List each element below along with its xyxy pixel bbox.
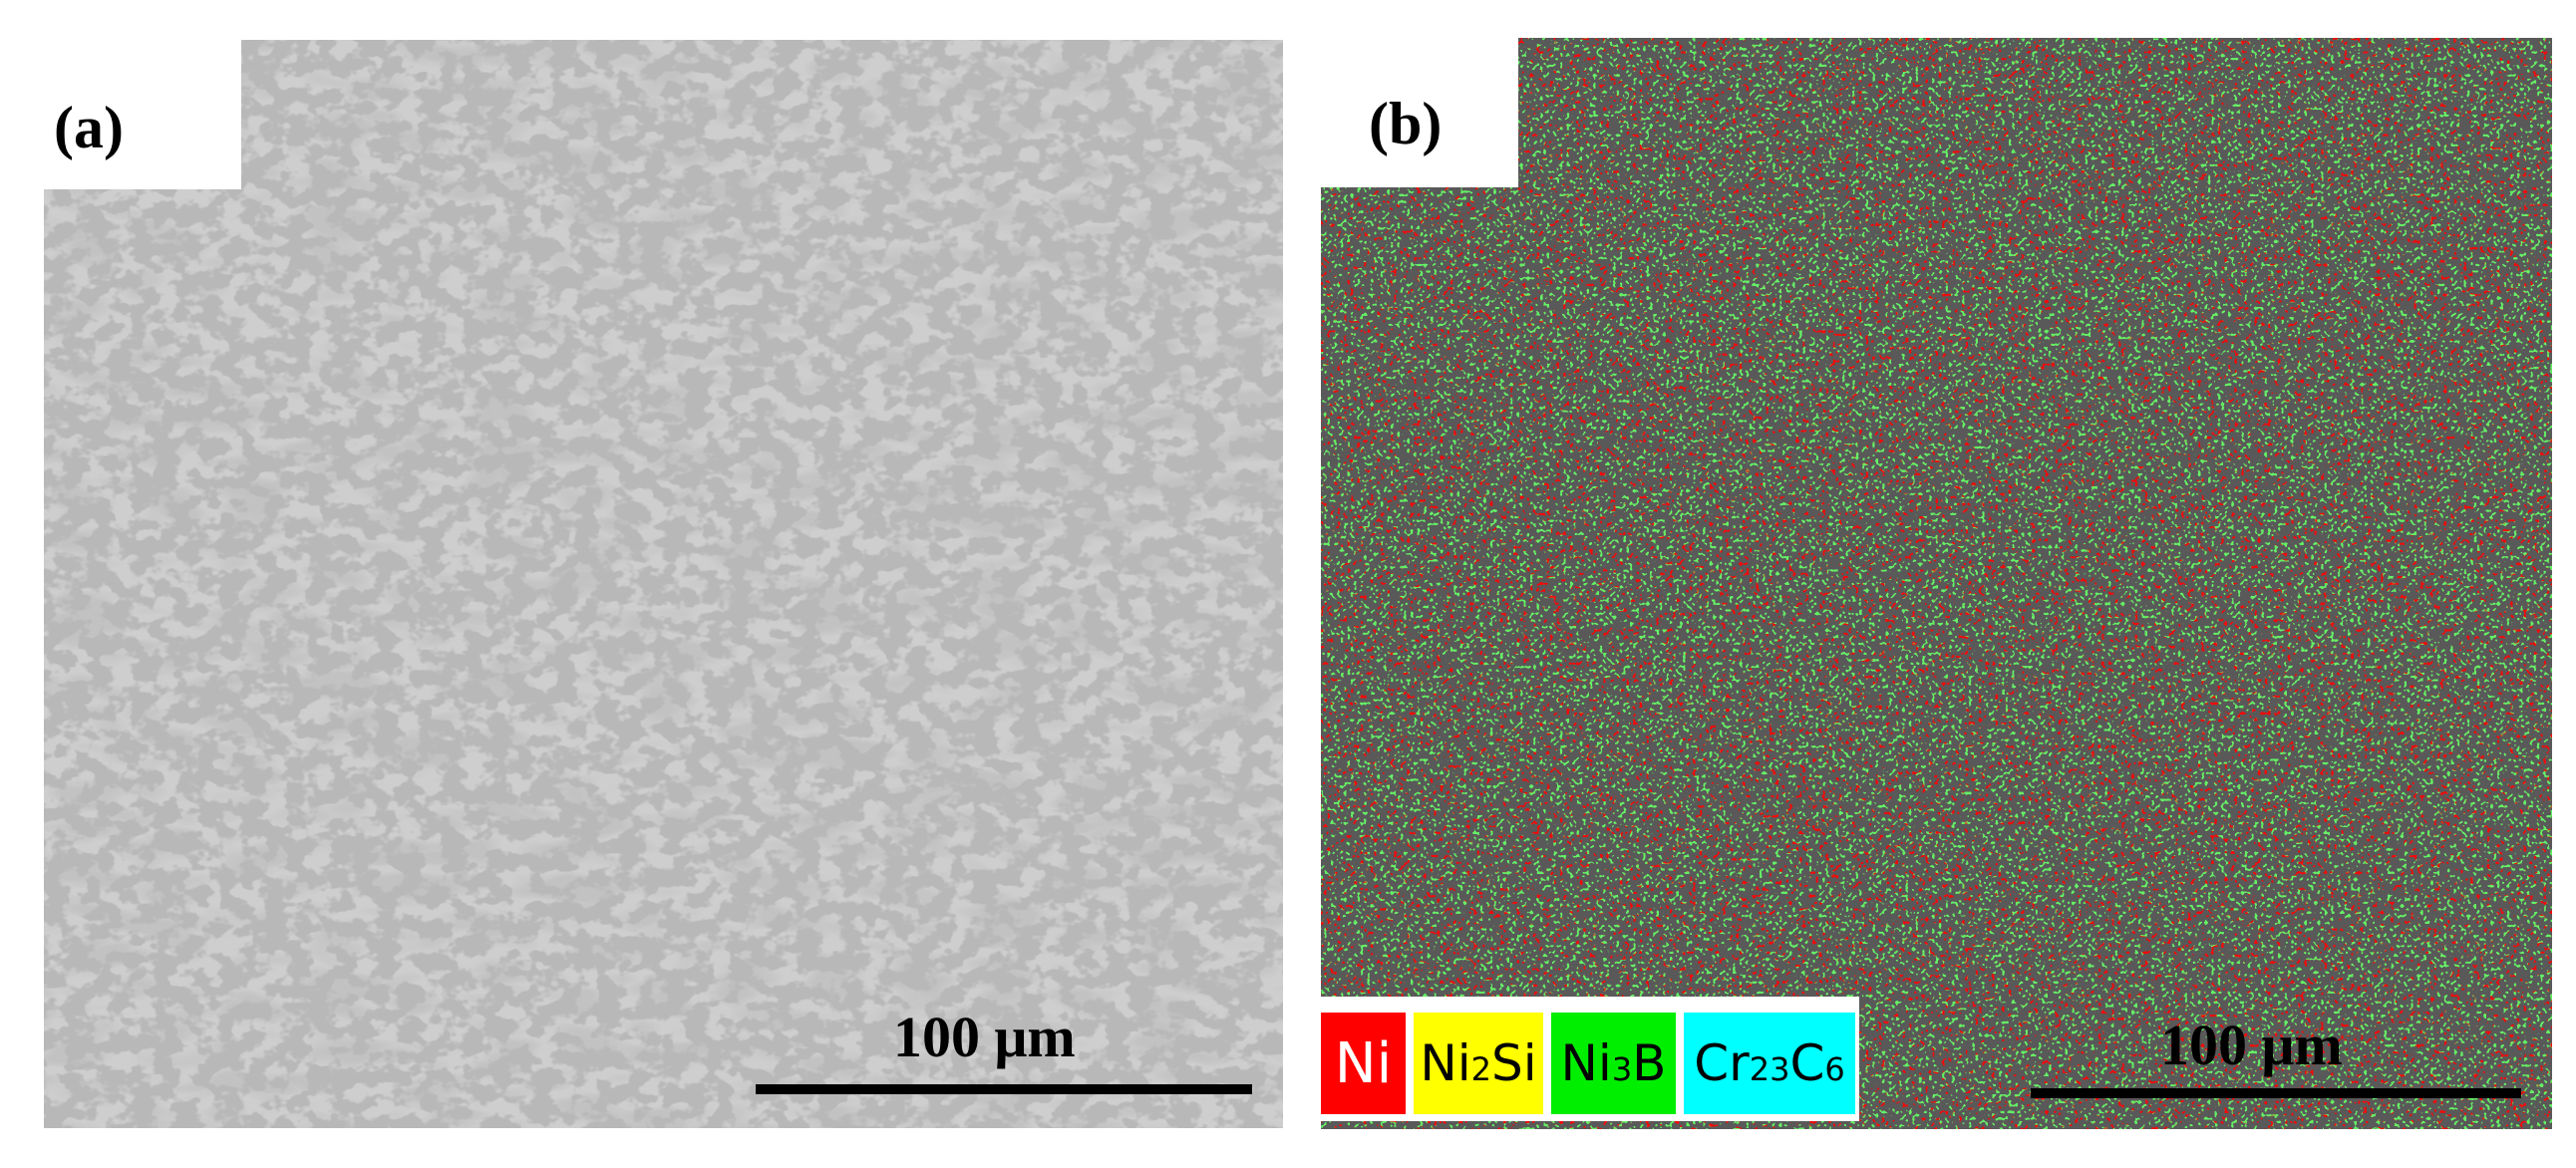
micrograph-panel-a: (a) 100 μm	[44, 40, 1283, 1128]
legend-item-ni2si: Ni 2 Si	[1414, 1013, 1543, 1114]
panel-label-b: (b)	[1369, 91, 1443, 156]
legend-ni3b-sub: 3	[1611, 1050, 1633, 1088]
label-background-b	[1321, 38, 1518, 187]
legend-ni-base: Ni	[1334, 1030, 1393, 1096]
legend-cr23c6-mid: C	[1789, 1034, 1825, 1092]
scale-bar-b	[2031, 1088, 2521, 1098]
legend-ni2si-base: Ni	[1420, 1034, 1471, 1092]
legend-item-ni3b: Ni 3 B	[1551, 1013, 1676, 1114]
phase-map-panel-b: (b) 100 μm	[1321, 38, 2552, 1129]
phase-legend: Ni Ni 2 Si Ni 3 B Cr 23 C 6	[1321, 997, 1859, 1121]
phase-map-texture	[1321, 38, 2552, 1129]
legend-item-cr23c6: Cr 23 C 6	[1684, 1013, 1855, 1114]
legend-ni3b-base: Ni	[1560, 1034, 1612, 1092]
legend-ni2si-sub: 2	[1470, 1050, 1491, 1088]
scale-bar-label-b: 100 μm	[2160, 1013, 2343, 1077]
scale-bar-label-a: 100 μm	[893, 1005, 1076, 1069]
legend-ni2si-mid: Si	[1491, 1034, 1537, 1092]
panel-label-a: (a)	[54, 95, 124, 160]
legend-item-ni: Ni	[1321, 1013, 1406, 1114]
micrograph-texture	[44, 40, 1283, 1128]
legend-cr23c6-sub2: 6	[1824, 1050, 1845, 1088]
legend-cr23c6-sub1: 23	[1749, 1050, 1790, 1088]
legend-cr23c6-base: Cr	[1694, 1034, 1750, 1092]
legend-ni3b-mid: B	[1632, 1034, 1667, 1092]
label-background-a	[44, 40, 241, 189]
scale-bar-a	[756, 1084, 1252, 1094]
